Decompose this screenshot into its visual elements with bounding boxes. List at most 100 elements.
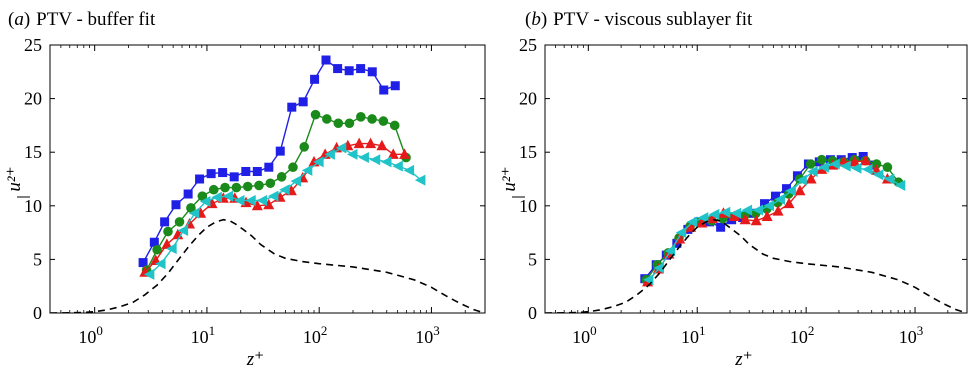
data-point-square: [149, 237, 159, 247]
data-point-triangle-left: [166, 243, 177, 255]
plot-frame: [544, 44, 968, 314]
data-point-square: [310, 74, 320, 84]
x-tick-label: 102: [303, 323, 328, 347]
y-axis-label: u²⁺: [4, 166, 25, 191]
y-tick-label: 0: [33, 303, 42, 323]
x-tick-label: 103: [899, 323, 924, 347]
x-tick-exponent: 1: [699, 323, 706, 338]
data-point-square: [858, 151, 868, 161]
data-point-circle: [276, 172, 287, 182]
x-tick-label: 101: [191, 323, 216, 347]
data-point-triangle-left: [414, 174, 426, 186]
panel-title-text: PTV - viscous sublayer fit: [553, 9, 753, 30]
data-point-circle: [299, 142, 310, 152]
data-point-circle: [265, 178, 276, 189]
data-point-circle: [389, 120, 400, 131]
data-point-triangle-left: [675, 227, 687, 239]
data-point-circle: [152, 244, 162, 255]
x-tick-label: 102: [790, 323, 815, 347]
data-point-circle: [322, 114, 332, 124]
data-point-square: [760, 199, 770, 209]
data-point-triangle-up: [772, 205, 784, 216]
x-tick-base: 10: [572, 327, 590, 347]
data-point-triangle-left: [686, 216, 698, 228]
data-point-triangle-left: [883, 173, 895, 185]
data-point-square: [367, 67, 377, 77]
x-tick-exponent: 1: [209, 323, 216, 338]
data-point-square: [195, 174, 205, 184]
data-point-circle: [378, 116, 389, 126]
data-point-circle: [344, 118, 355, 129]
data-point-circle: [174, 217, 185, 227]
y-tick-label: 15: [519, 142, 537, 162]
data-point-square: [275, 146, 285, 156]
data-point-triangle-left: [774, 193, 785, 205]
panel-b: (b) PTV - viscous sublayer fit05101520251…: [499, 9, 968, 370]
panel-label-letter: b: [531, 9, 541, 30]
data-point-square: [287, 102, 297, 112]
data-point-triangle-left: [829, 158, 840, 170]
data-point-circle: [816, 154, 827, 165]
data-point-triangle-left: [335, 142, 347, 154]
data-point-circle: [242, 181, 253, 192]
reference-curve: [545, 218, 967, 313]
data-point-square: [218, 168, 228, 178]
data-point-triangle-left: [807, 165, 818, 177]
data-point-circle: [871, 159, 882, 169]
x-tick-label: 100: [78, 323, 103, 347]
data-point-triangle-left: [730, 207, 742, 219]
data-point-triangle-up: [696, 216, 708, 228]
data-point-square: [379, 85, 389, 95]
y-tick-label: 25: [24, 35, 42, 55]
panel-title-text: PTV - buffer fit: [36, 9, 156, 30]
y-tick-label: 20: [24, 89, 42, 109]
reference-curve: [50, 218, 485, 313]
data-point-triangle-left: [850, 162, 862, 174]
data-point-circle: [356, 112, 366, 122]
data-point-triangle-up: [251, 199, 263, 211]
series-line-1: [644, 155, 875, 280]
panel-label-close: ): [541, 9, 547, 30]
data-point-circle: [254, 180, 264, 191]
data-point-triangle-left: [894, 179, 906, 191]
data-point-triangle-up: [739, 213, 751, 225]
data-point-triangle-left: [290, 175, 302, 187]
x-tick-exponent: 0: [590, 323, 597, 338]
data-point-triangle-left: [313, 156, 324, 168]
data-point-square: [333, 64, 343, 74]
x-tick-label: 103: [415, 323, 440, 347]
data-point-triangle-left: [708, 208, 720, 220]
data-point-triangle-left: [763, 200, 775, 212]
x-axis-label: z⁺: [246, 349, 264, 370]
x-tick-exponent: 3: [917, 323, 924, 338]
data-point-triangle-left: [233, 194, 245, 206]
data-point-square: [160, 217, 170, 227]
data-point-square: [241, 166, 251, 176]
data-point-circle: [220, 182, 230, 193]
data-point-circle: [310, 109, 321, 120]
data-point-triangle-left: [664, 245, 676, 257]
x-tick-base: 10: [191, 327, 209, 347]
data-point-square: [716, 222, 726, 232]
data-point-triangle-left: [369, 154, 381, 166]
data-point-triangle-up: [794, 184, 806, 196]
data-point-triangle-left: [818, 161, 829, 173]
plot-frame: [49, 44, 486, 314]
data-point-triangle-up: [399, 148, 411, 159]
data-point-square: [356, 64, 366, 74]
data-point-square: [781, 184, 791, 194]
x-tick-exponent: 0: [96, 323, 103, 338]
data-point-square: [171, 200, 181, 210]
y-tick-label: 25: [519, 35, 537, 55]
data-point-triangle-up: [161, 238, 173, 249]
x-tick-base: 10: [681, 327, 699, 347]
panel-label-close: ): [24, 9, 30, 30]
series-line-4: [648, 163, 902, 281]
data-point-circle: [288, 162, 298, 173]
panel-label: (: [8, 9, 14, 30]
data-point-triangle-up: [783, 197, 795, 209]
data-point-square: [344, 66, 354, 76]
data-point-triangle-up: [761, 210, 773, 222]
